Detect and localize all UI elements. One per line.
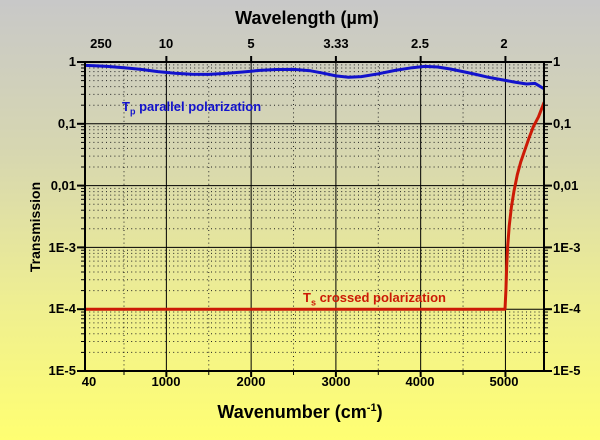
- y-tick-left-1e-4: 1E-4: [48, 301, 76, 316]
- y-tick-right-0.1: 0,1: [553, 116, 572, 131]
- series-crossed-subscript: s: [310, 297, 316, 308]
- bottom-axis-title: Wavenumber (cm-1): [217, 398, 382, 422]
- x-tick-label-40: 40: [81, 374, 97, 389]
- series-parallel-label: Tp parallel polarization: [122, 100, 261, 119]
- y-axis-title: Transmission: [27, 181, 43, 273]
- y-tick-left-1: 1: [68, 54, 76, 69]
- series-crossed-text: crossed polarization: [315, 290, 447, 305]
- x-tick-label-2000: 2000: [236, 374, 266, 389]
- y-tick-right-1e-3: 1E-3: [553, 240, 581, 255]
- y-tick-left-1e-3: 1E-3: [48, 240, 76, 255]
- top-tick-label-250: 250: [90, 36, 112, 51]
- series-crossed-label: Ts crossed polarization: [303, 291, 446, 310]
- bottom-axis-title-text: Wavenumber (cm: [217, 402, 367, 422]
- y-tick-right-1e-4: 1E-4: [553, 301, 581, 316]
- x-tick-label-4000: 4000: [405, 374, 435, 389]
- bottom-axis-title-close: ): [376, 402, 383, 422]
- top-tick-label-5: 5: [247, 36, 255, 51]
- top-tick-label-2.5: 2.5: [410, 36, 430, 51]
- top-tick-label-10: 10: [158, 36, 174, 51]
- y-tick-left-0.01: 0,01: [50, 178, 76, 193]
- top-tick-label-3.33: 3.33: [323, 36, 349, 51]
- top-axis-title: Wavelength (µm): [235, 8, 379, 28]
- series-parallel-symbol: T: [122, 99, 130, 114]
- x-tick-label-1000: 1000: [151, 374, 181, 389]
- series-parallel-subscript: p: [129, 106, 136, 117]
- series-crossed-symbol: T: [303, 290, 311, 305]
- y-tick-right-1: 1: [553, 54, 561, 69]
- bottom-axis-title-exponent: -1: [366, 402, 377, 414]
- top-tick-label-2: 2: [500, 36, 508, 51]
- y-tick-left-0.1: 0,1: [57, 116, 76, 131]
- y-tick-right-0.01: 0,01: [553, 178, 579, 193]
- series-parallel-text: parallel polarization: [135, 99, 262, 114]
- y-tick-right-1e-5: 1E-5: [553, 363, 581, 378]
- x-tick-label-5000: 5000: [489, 374, 519, 389]
- y-tick-left-1e-5: 1E-5: [48, 363, 76, 378]
- x-tick-label-3000: 3000: [321, 374, 351, 389]
